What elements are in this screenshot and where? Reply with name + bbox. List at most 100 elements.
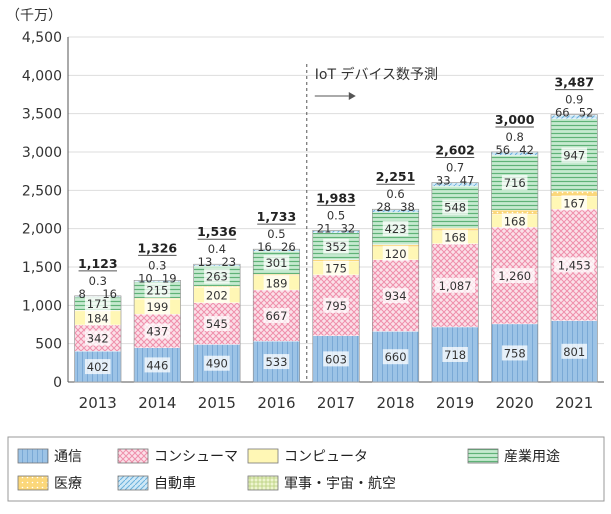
data-label-bg — [494, 268, 535, 284]
total-label: 2,251 — [376, 169, 416, 184]
data-label: 402 — [87, 360, 109, 374]
legend-swatch — [467, 448, 499, 464]
x-tick-label: 2017 — [317, 394, 355, 412]
data-label-automotive: 23 — [221, 255, 236, 269]
data-label-bg — [144, 323, 171, 339]
data-label: 352 — [325, 240, 347, 254]
y-tick-label: 2,000 — [22, 222, 62, 238]
data-label: 167 — [563, 196, 585, 210]
data-label-automotive: 32 — [341, 221, 356, 235]
data-label-military: 0.9 — [565, 93, 583, 107]
data-label: 545 — [206, 317, 228, 331]
bar-outline — [74, 295, 122, 383]
bar-outline — [550, 114, 598, 383]
data-label: 168 — [444, 231, 466, 245]
data-label-bg — [263, 255, 290, 271]
data-label-bg — [501, 175, 528, 191]
bar-segment — [193, 302, 241, 345]
y-tick-label: 4,500 — [22, 30, 62, 46]
data-label-bg — [435, 277, 476, 293]
x-axis: 2013 2014 2015 2016 2017 2018 2019 2020 2021 — [79, 394, 594, 412]
data-label-bg — [144, 357, 171, 373]
data-label: 184 — [87, 311, 109, 325]
data-label: 168 — [504, 214, 526, 228]
data-label-bg — [561, 195, 588, 211]
data-label-medical: 33 — [436, 174, 451, 188]
data-label-automotive: 26 — [281, 240, 296, 254]
data-label-bg — [263, 308, 290, 324]
data-label-bg — [204, 287, 230, 303]
data-label: 263 — [206, 270, 228, 284]
data-label-bg — [501, 345, 528, 361]
x-tick-label: 2018 — [376, 394, 414, 412]
data-label: 718 — [444, 348, 466, 362]
data-label-bg — [144, 282, 171, 298]
data-label-military: 0.3 — [89, 274, 107, 288]
legend-label: 軍事・宇宙・航空 — [284, 476, 396, 492]
data-label-bg — [144, 299, 171, 315]
data-label: 423 — [385, 222, 407, 236]
x-tick-label: 2015 — [198, 394, 236, 412]
data-label-bg — [323, 260, 349, 276]
data-label-bg — [204, 316, 230, 332]
data-label-automotive: 38 — [400, 200, 415, 214]
y-tick-label: 1,000 — [22, 298, 62, 314]
data-label: 758 — [504, 346, 526, 360]
total-label: 3,487 — [554, 75, 594, 90]
data-label-bg — [382, 288, 409, 304]
data-label-automotive: 47 — [460, 174, 475, 188]
data-label-medical: 56 — [495, 143, 510, 157]
data-label-automotive: 16 — [102, 287, 117, 301]
data-label: 1,453 — [558, 258, 591, 272]
total-label: 1,326 — [138, 240, 178, 255]
legend-swatch — [247, 448, 279, 464]
data-label-bg — [84, 330, 111, 346]
data-label-bg — [561, 147, 588, 163]
data-label-automotive: 42 — [519, 143, 534, 157]
bar-outline — [252, 248, 300, 383]
total-label: 1,983 — [316, 190, 356, 205]
data-label-medical: 28 — [376, 200, 391, 214]
legend-label: 医療 — [54, 475, 82, 492]
y-tick-label: 2,500 — [22, 183, 62, 199]
data-label-medical: 66 — [555, 106, 570, 120]
data-label-bg — [561, 343, 588, 359]
bar-outline — [193, 263, 241, 383]
total-label: 3,000 — [495, 112, 535, 127]
legend-label: 通信 — [54, 449, 82, 465]
data-label: 947 — [563, 149, 585, 163]
x-tick-label: 2020 — [496, 394, 534, 412]
data-label: 548 — [444, 201, 466, 215]
bar-outline — [491, 151, 539, 383]
x-tick-label: 2014 — [138, 394, 176, 412]
data-label: 301 — [265, 256, 287, 270]
data-label-automotive: 19 — [162, 271, 177, 285]
bar-outline — [312, 230, 360, 383]
data-label: 795 — [325, 299, 347, 313]
y-tick-label: 4,000 — [22, 68, 62, 84]
data-label-bg — [263, 275, 290, 291]
data-label-automotive: 52 — [579, 106, 594, 120]
x-tick-label: 2016 — [257, 394, 295, 412]
data-label: 667 — [265, 309, 287, 323]
data-label: 199 — [146, 300, 168, 314]
legend-swatch — [117, 448, 149, 464]
data-label: 801 — [563, 345, 585, 359]
data-label-bg — [382, 349, 409, 365]
data-label-military: 0.5 — [327, 208, 345, 222]
data-label-bg — [323, 351, 349, 367]
data-label-military: 0.8 — [506, 130, 524, 144]
legend-swatch — [247, 475, 279, 491]
data-label: 120 — [385, 247, 407, 261]
data-label: 202 — [206, 288, 228, 302]
data-label-military: 0.3 — [148, 258, 166, 272]
data-label-bg — [323, 297, 349, 313]
data-label-bg — [442, 199, 468, 215]
data-label-military: 0.7 — [446, 161, 464, 175]
bar-outline — [431, 182, 479, 383]
data-label: 490 — [206, 357, 228, 371]
